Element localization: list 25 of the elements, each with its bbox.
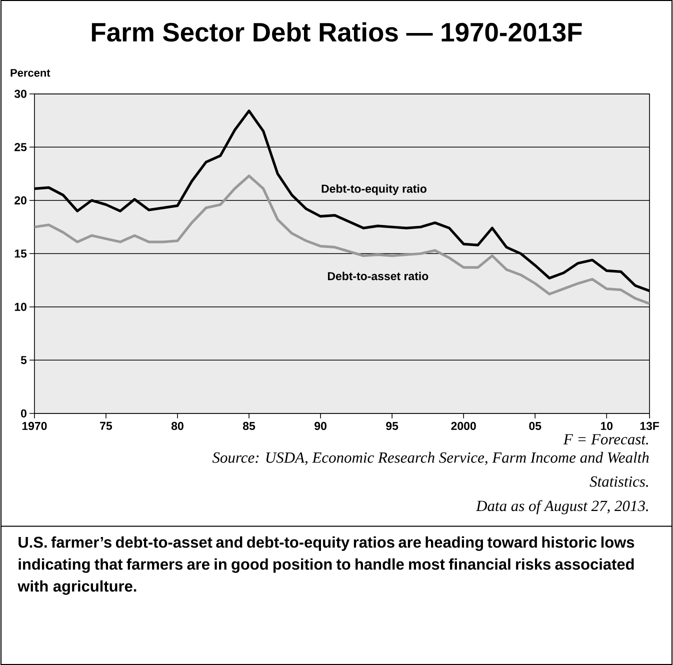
series-label: Debt-to-asset ratio — [328, 272, 428, 280]
x-tick-label: 10 — [600, 422, 613, 430]
y-tick-label: 15 — [14, 250, 27, 258]
x-tick-label: 75 — [100, 422, 112, 430]
y-tick-label: 20 — [14, 196, 26, 204]
x-tick-label: 1970 — [22, 422, 47, 430]
x-tick-label: 90 — [314, 422, 326, 430]
x-tick-label: 85 — [242, 422, 256, 430]
x-tick-label: 2000 — [451, 422, 476, 430]
y-axis-title: Percent — [10, 69, 50, 77]
y-tick-label: 5 — [20, 356, 27, 364]
y-tick-label: 0 — [21, 409, 26, 418]
y-tick-label: 25 — [14, 143, 27, 152]
series-label: Debt-to-equity ratio — [322, 184, 426, 196]
text: Data as of August 27, 2013. — [476, 500, 648, 514]
x-tick-label: 80 — [171, 422, 184, 430]
source-note: Source: USDA, Economic Research Service, Farm Income and Wealth Statistics. — [212, 452, 649, 487]
x-tick-label: 13F — [640, 422, 660, 430]
text: F = Forecast. — [563, 434, 648, 445]
chart-title: Farm Sector Debt Ratios — 1970-2013F — [92, 22, 582, 42]
text: U.S. farmer’s debt-to-asset and debt-to-equity ratios are heading toward historic lows indicating that farmers are in good position to handle most financial risks associated with agriculture. — [18, 536, 634, 595]
y-tick-label: 10 — [14, 302, 26, 311]
x-tick-label: 05 — [529, 422, 542, 430]
y-tick-label: 30 — [14, 90, 26, 98]
x-tick-label: 95 — [386, 422, 398, 430]
